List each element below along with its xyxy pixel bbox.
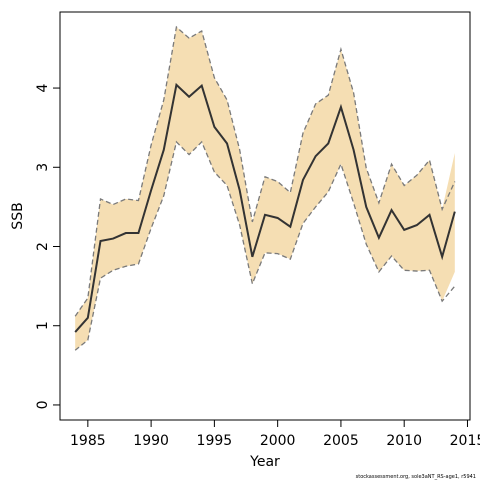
x-axis-label: Year [249, 454, 280, 470]
y-tick-label: 0 [35, 400, 51, 409]
x-tick-label: 1985 [70, 433, 106, 449]
confidence-band [75, 27, 455, 351]
y-tick-label: 4 [35, 84, 51, 93]
x-tick-label: 2005 [323, 433, 359, 449]
x-tick-label: 1995 [197, 433, 233, 449]
x-tick-label: 2010 [386, 433, 422, 449]
y-tick-label: 1 [35, 321, 51, 330]
y-tick-label: 2 [35, 242, 51, 251]
y-tick-label: 3 [35, 163, 51, 172]
y-axis-label: SSB [10, 202, 26, 229]
x-tick-label: 1990 [133, 433, 169, 449]
footer: stockassessment.org, sole3aNT_RS-age1, r… [356, 474, 476, 480]
estimate-line [74, 82, 456, 333]
x-tick-label: 2015 [450, 433, 480, 449]
x-tick-label: 2000 [260, 433, 296, 449]
bound-line [74, 140, 456, 351]
plot-frame [59, 11, 471, 421]
bound-line [74, 25, 456, 317]
